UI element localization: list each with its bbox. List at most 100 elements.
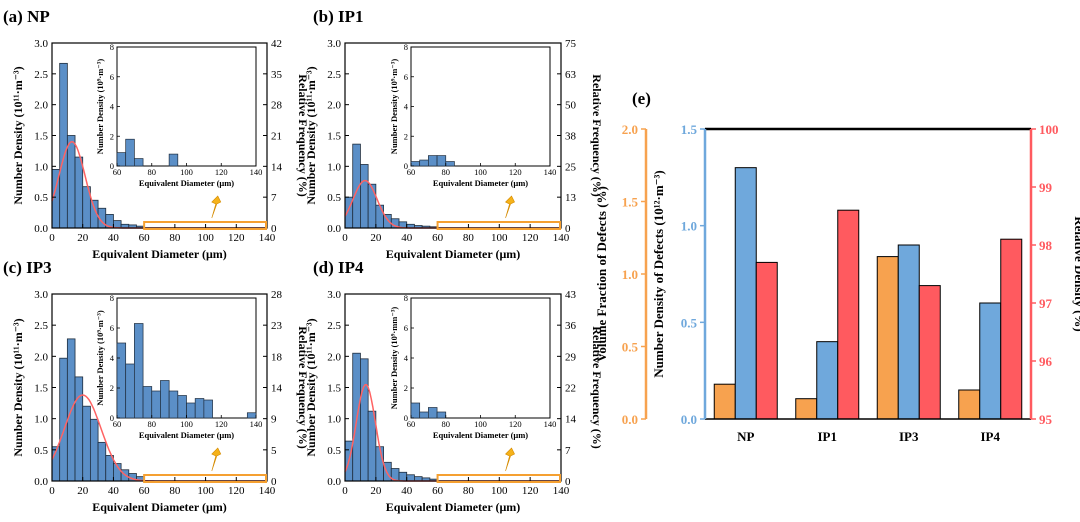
y-tick-label: 0.0 [34, 223, 48, 235]
inset-bar [142, 386, 153, 419]
bar-relative-density [1000, 238, 1023, 420]
bar-volume-fraction [713, 383, 736, 420]
y2-tick-label: 28 [271, 289, 283, 301]
inset-y-tick-label: 4 [404, 102, 409, 112]
x-tick-label: 140 [259, 232, 276, 244]
y2-tick-label: 43 [565, 289, 577, 301]
inset-x-tick-label: 120 [215, 419, 228, 429]
bar-volume-fraction [795, 398, 818, 420]
highlight-box [436, 474, 562, 483]
y2-tick-label: 23 [271, 320, 283, 332]
inset-y-tick-label: 0 [110, 161, 114, 171]
y2-axis-title: Relative Frequency (%) [590, 74, 604, 196]
inset-x-tick-label: 80 [148, 167, 157, 177]
inset: 60 80 100 120 140 0 2 4 6 8 Equivalent Diameter (μ… [389, 293, 556, 440]
histogram-bar [105, 455, 114, 482]
category-label: IP4 [981, 429, 1001, 444]
panel-label: (e) [632, 89, 651, 108]
category-label: IP3 [899, 429, 919, 444]
x-tick-label: 120 [522, 232, 539, 244]
y-tick-label: 0.0 [327, 476, 341, 488]
inset-bar [177, 395, 187, 419]
inset-x-tick-label: 80 [148, 419, 157, 429]
inset-x-tick-label: 60 [407, 167, 416, 177]
panel-np: (a) NP0 20 40 60 80 100 120 1400.00.51.01.52.02… [3, 7, 310, 261]
inset-bar [186, 402, 196, 419]
inset-bar [134, 323, 144, 419]
inset-bar [428, 155, 438, 167]
x-tick-label: 20 [370, 232, 382, 244]
y2-tick-label: 14 [565, 414, 577, 426]
y2-axis-title: Relative Frequency (%) [296, 326, 310, 448]
axis-title-volume-fraction: Volume Fraction of Defects (%) [594, 186, 609, 362]
inset-x-tick-label: 80 [442, 167, 451, 177]
x-tick-label: 60 [432, 485, 444, 497]
bar-number-density [816, 341, 839, 420]
y-tick-label: 1.0 [34, 161, 48, 173]
inset-y-tick-label: 6 [404, 323, 408, 333]
panel-label: (c) IP3 [3, 258, 52, 277]
y-tick-label: 3.0 [327, 289, 341, 301]
x-tick-label: 40 [401, 485, 413, 497]
x-tick-label: 120 [522, 485, 539, 497]
inset-bar [419, 159, 429, 167]
inset-bar [160, 380, 170, 419]
inset-x-axis-title: Equivalent Diameter (μm) [433, 430, 528, 440]
x-tick-label: 20 [77, 485, 89, 497]
inset-x-tick-label: 100 [180, 419, 193, 429]
inset-y-tick-label: 4 [110, 353, 115, 363]
inset: 60 80 100 120 140 0 2 4 6 8 Equivalent Diameter (μ… [95, 42, 262, 188]
x-tick-label: 120 [228, 485, 245, 497]
inset-x-tick-label: 120 [509, 167, 522, 177]
y-tick-label: 2.5 [327, 69, 341, 81]
y-tick-label: 0.0 [34, 476, 48, 488]
inset-frame [410, 46, 551, 167]
inset-bar [168, 390, 179, 419]
inset: 60 80 100 120 140 0 2 4 6 8 Equivalent Diameter (μ… [95, 293, 262, 440]
y-tick-label: 2.0 [34, 351, 48, 363]
inset-y-tick-label: 2 [404, 383, 408, 393]
y-tick-label: 1.5 [34, 131, 48, 143]
x-axis-title: Equivalent Diameter (μm) [92, 247, 227, 261]
inset-bar [436, 411, 447, 419]
inset-y-tick-label: 4 [110, 102, 115, 112]
inset-x-axis-title: Equivalent Diameter (μm) [139, 430, 234, 440]
y-tick-label: 0.0 [327, 223, 341, 235]
y2-axis-title: Relative Frequency (%) [296, 74, 310, 196]
tick-label-volume-fraction: 0.0 [622, 412, 638, 427]
y2-tick-label: 0 [271, 476, 277, 488]
inset-bar [116, 152, 127, 167]
x-tick-label: 140 [553, 232, 570, 244]
x-tick-label: 100 [197, 485, 214, 497]
y-tick-label: 1.5 [34, 383, 48, 395]
inset-y-tick-label: 4 [404, 353, 409, 363]
bar-relative-density [755, 261, 778, 420]
tick-label-volume-fraction: 2.0 [622, 122, 638, 137]
x-tick-label: 60 [139, 485, 151, 497]
bar-volume-fraction [876, 256, 899, 420]
inset-y-tick-label: 6 [110, 323, 114, 333]
category-label: IP1 [818, 429, 838, 444]
y-tick-label: 0.5 [327, 192, 341, 204]
y2-tick-label: 14 [271, 383, 283, 395]
inset-y-axis-title: Number Density (10⁹·m⁻³) [95, 59, 105, 155]
y2-tick-label: 29 [565, 351, 577, 363]
x-tick-label: 120 [228, 232, 245, 244]
y-tick-label: 1.5 [327, 383, 341, 395]
y2-tick-label: 0 [565, 476, 571, 488]
x-tick-label: 0 [49, 485, 55, 497]
y-tick-label: 3.0 [34, 38, 48, 50]
bar-number-density [897, 244, 920, 420]
y2-tick-label: 50 [565, 100, 577, 112]
y-axis-title: Number Density (10¹¹·m⁻³) [11, 318, 25, 456]
inset-y-axis-title: Number Density (10⁹·m⁻³) [95, 310, 105, 406]
inset-bar [194, 398, 205, 419]
y2-tick-label: 14 [271, 161, 283, 173]
panel-label: (d) IP4 [313, 258, 364, 277]
y-tick-label: 2.0 [327, 100, 341, 112]
x-tick-label: 60 [432, 232, 444, 244]
inset-bar [151, 390, 161, 419]
bar-volume-fraction [958, 389, 981, 420]
histogram-bar [66, 135, 76, 229]
